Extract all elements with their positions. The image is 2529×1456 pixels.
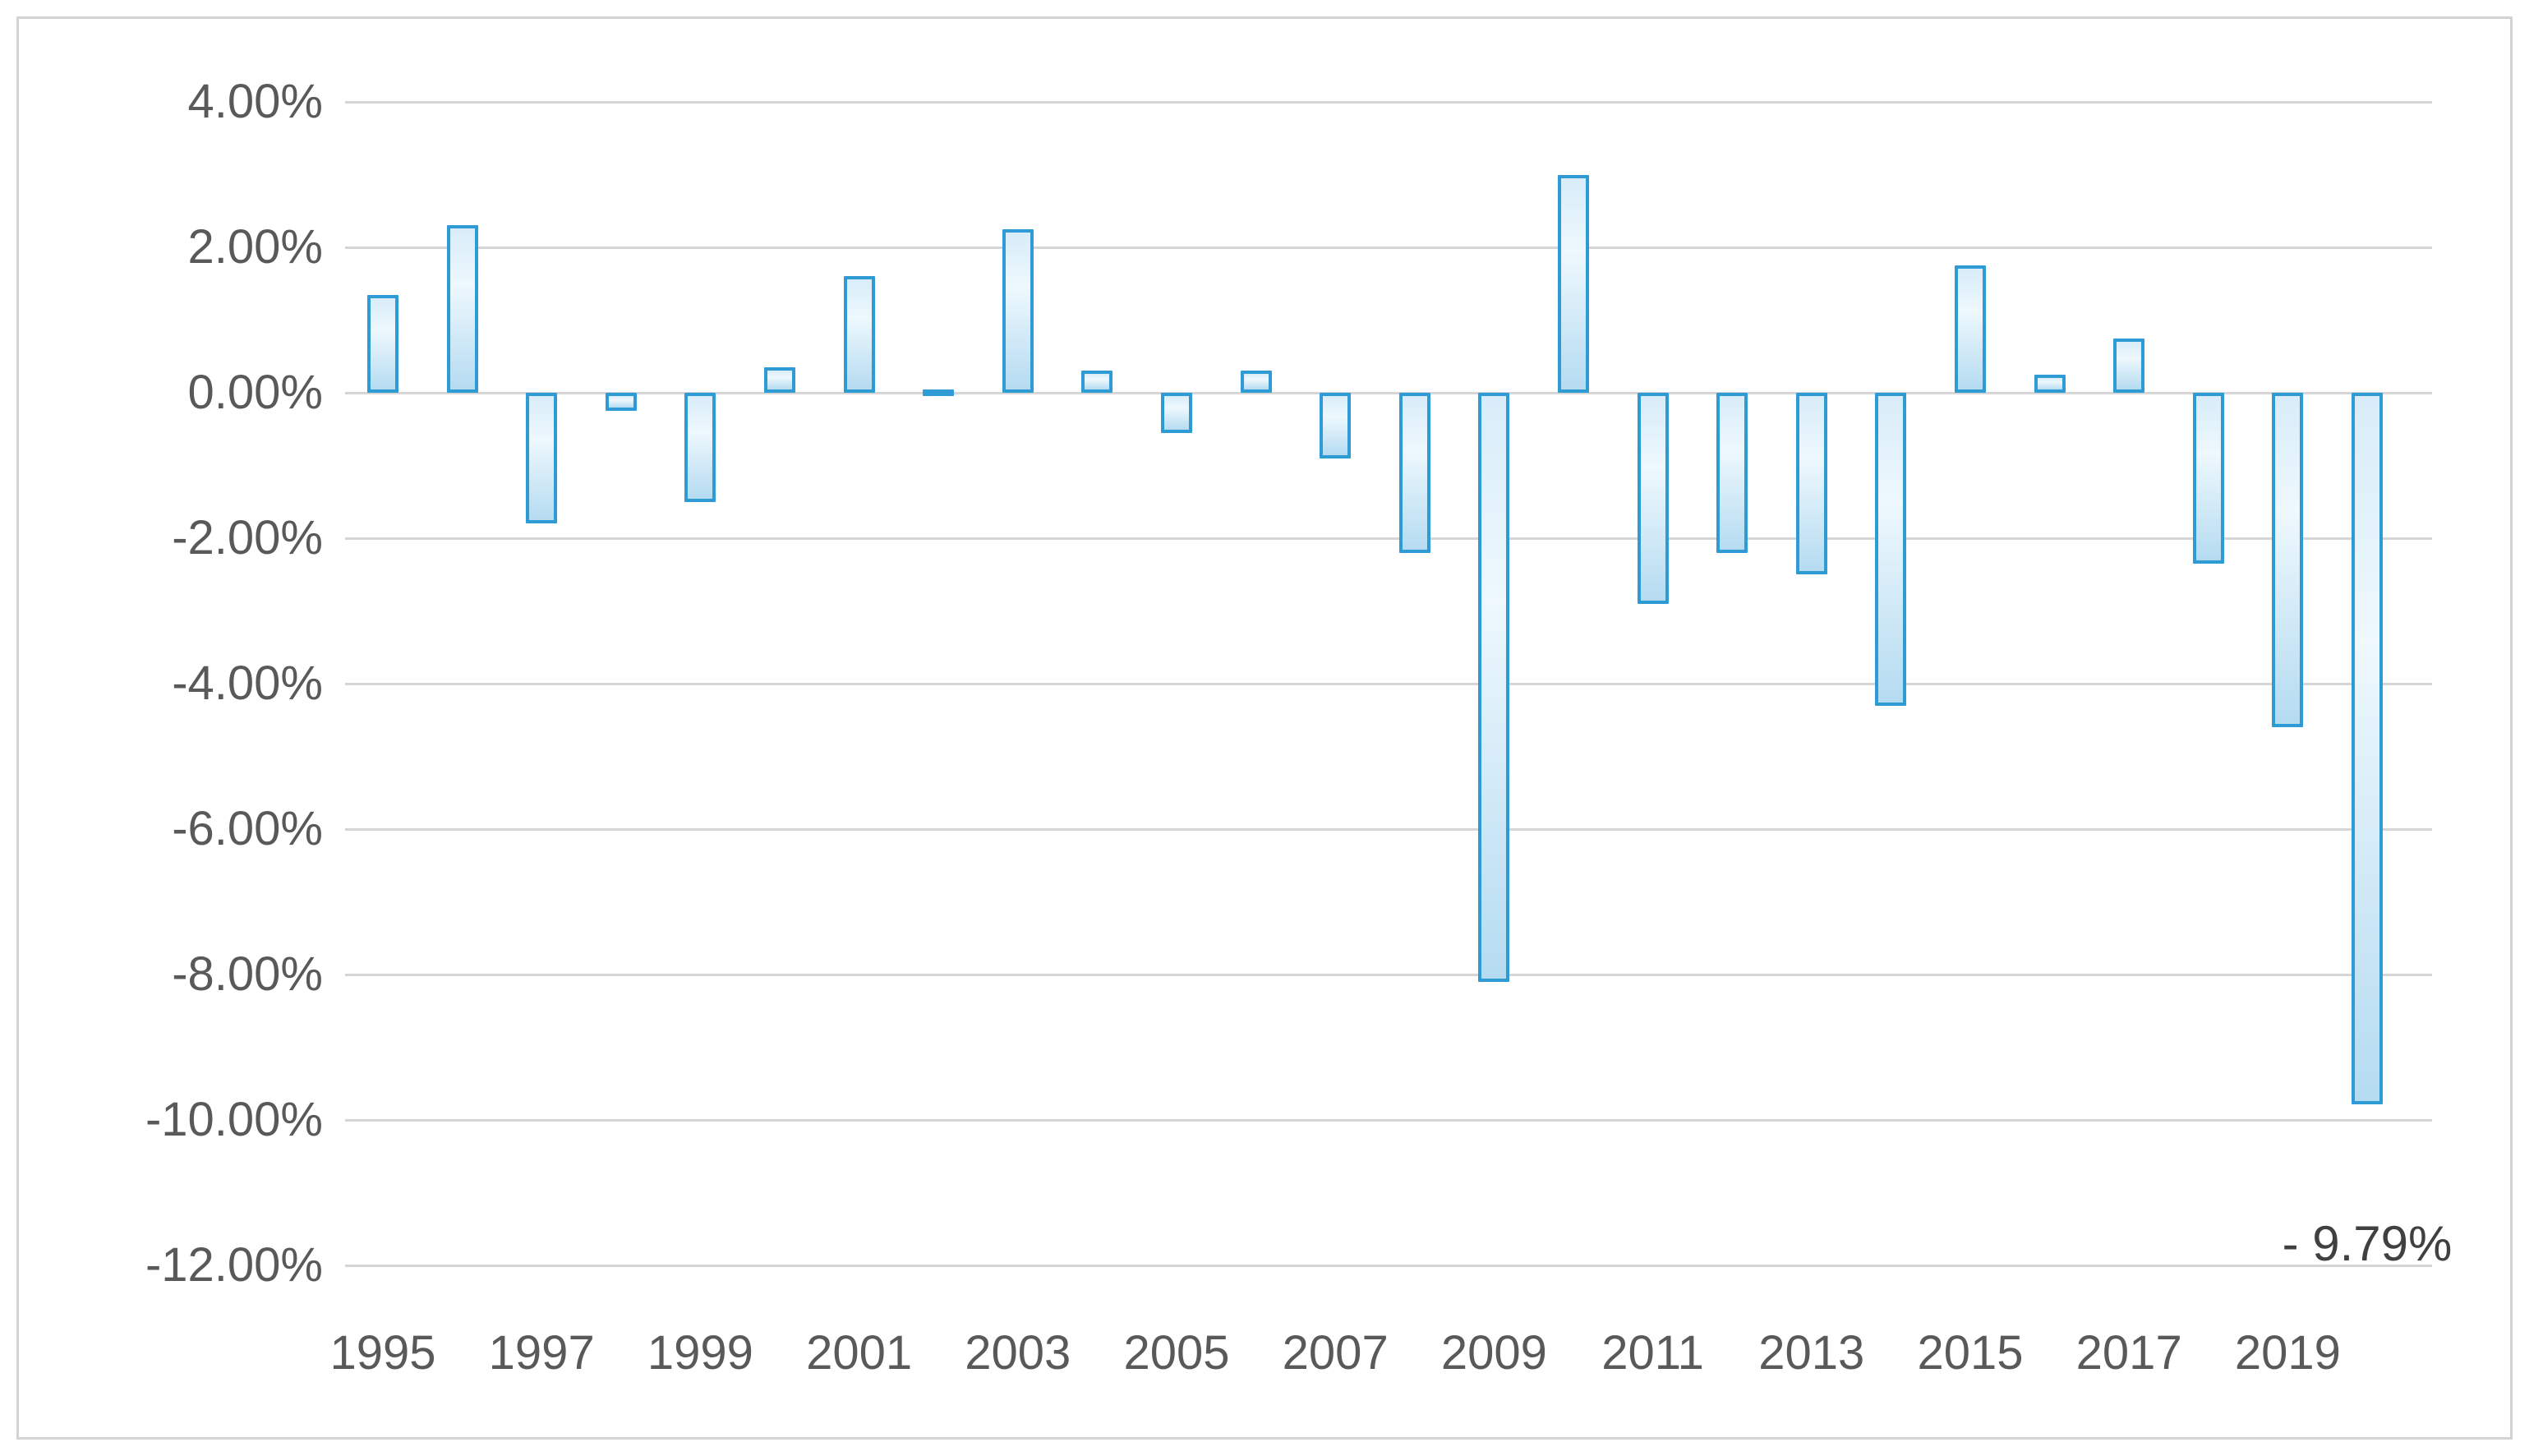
bar-2017 [2113, 338, 2145, 393]
y-axis-label: -10.00% [145, 1093, 323, 1146]
bar-2011 [1637, 393, 1669, 604]
x-axis-label-2001: 2001 [806, 1326, 913, 1380]
bar-2003 [1002, 228, 1034, 393]
x-axis-label-2015: 2015 [1917, 1326, 2024, 1380]
x-axis-label-1995: 1995 [329, 1326, 436, 1380]
bar-2013 [1795, 393, 1827, 575]
x-axis-label-2003: 2003 [965, 1326, 1071, 1380]
bar-1998 [605, 393, 637, 412]
y-axis-label: -2.00% [172, 511, 323, 564]
bar-2015 [1955, 265, 1986, 393]
chart-frame [16, 16, 2513, 1440]
bar-1996 [446, 225, 478, 393]
bar-2016 [2034, 374, 2066, 393]
bar-2019 [2272, 393, 2304, 728]
x-axis-label-2007: 2007 [1282, 1326, 1389, 1380]
gridline--2.00% [345, 537, 2432, 540]
bar-2001 [843, 276, 875, 393]
bar-2002 [923, 389, 955, 396]
x-axis-label-1997: 1997 [488, 1326, 595, 1380]
bar-2006 [1240, 371, 1272, 393]
gridline-2.00% [345, 246, 2432, 249]
bar-1999 [684, 393, 716, 502]
bar-1997 [526, 393, 558, 524]
gridline--10.00% [345, 1118, 2432, 1122]
x-axis-label-2019: 2019 [2234, 1326, 2341, 1380]
y-axis-label: -4.00% [172, 657, 323, 710]
x-axis-label-1999: 1999 [647, 1326, 753, 1380]
bar-2010 [1558, 174, 1589, 393]
gridline-0.00% [345, 391, 2432, 394]
x-axis-label-2009: 2009 [1440, 1326, 1547, 1380]
y-axis-label: -8.00% [172, 947, 323, 1001]
bar-2009 [1478, 393, 1510, 982]
gridline--12.00% [345, 1264, 2432, 1267]
gridline--4.00% [345, 682, 2432, 685]
bar-2008 [1398, 393, 1430, 553]
bar-2007 [1320, 393, 1352, 458]
bar-2020 [2352, 393, 2383, 1105]
x-axis-label-2013: 2013 [1758, 1326, 1865, 1380]
bar-2012 [1716, 393, 1748, 553]
x-axis-label-2005: 2005 [1123, 1326, 1230, 1380]
bar-2014 [1875, 393, 1907, 706]
gridline-4.00% [345, 100, 2432, 104]
bar-2000 [764, 367, 795, 393]
y-axis-label: 0.00% [187, 366, 323, 419]
bar-2004 [1081, 371, 1113, 393]
bar-2018 [2192, 393, 2224, 564]
x-axis-label-2011: 2011 [1601, 1326, 1704, 1380]
gridline--6.00% [345, 827, 2432, 831]
y-axis-label: -12.00% [145, 1238, 323, 1292]
x-axis-label-2017: 2017 [2075, 1326, 2182, 1380]
bar-1995 [367, 294, 398, 393]
gridline--8.00% [345, 973, 2432, 976]
y-axis-label: -6.00% [172, 802, 323, 855]
y-axis-label: 4.00% [187, 75, 323, 128]
bar-value-annotation: - 9.79% [2282, 1216, 2453, 1271]
y-axis-label: 2.00% [187, 220, 323, 274]
bar-2005 [1161, 393, 1192, 433]
